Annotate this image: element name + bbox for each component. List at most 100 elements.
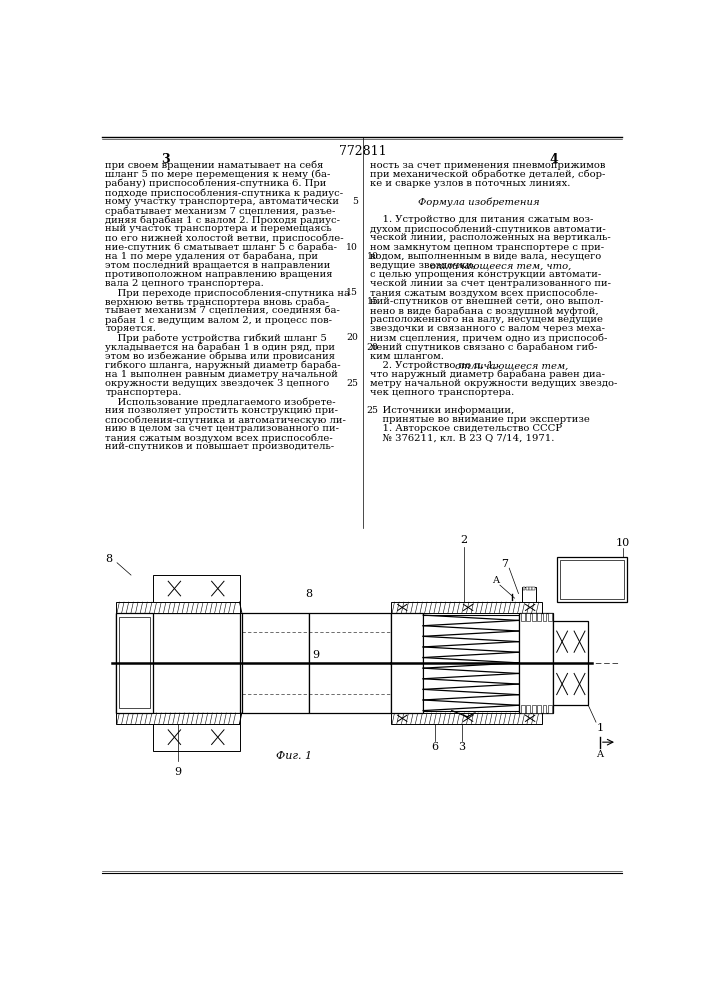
Text: лений спутников связано с барабаном гиб-: лений спутников связано с барабаном гиб- [370,343,598,352]
Text: нено в виде барабана с воздушной муфтой,: нено в виде барабана с воздушной муфтой, [370,306,600,316]
Text: 20: 20 [367,343,378,352]
Text: 1: 1 [596,723,604,733]
Text: 4: 4 [549,153,558,166]
Text: ном замкнутом цепном транспортере с при-: ном замкнутом цепном транспортере с при- [370,243,604,252]
Bar [532,587,534,590]
Text: расположенного на валу, несущем ведущие: расположенного на валу, несущем ведущие [370,315,604,324]
Text: 2: 2 [461,535,468,545]
Bar [391,602,542,613]
Text: ческой линии за счет централизованного пи-: ческой линии за счет централизованного п… [370,279,612,288]
Text: окружности ведущих звездочек 3 цепного: окружности ведущих звездочек 3 цепного [105,379,329,388]
Text: 20: 20 [346,333,358,342]
Text: 3: 3 [458,742,465,752]
Text: рабан 1 с ведущим валом 2, и процесс пов-: рабан 1 с ведущим валом 2, и процесс пов… [105,315,332,325]
Text: 15: 15 [367,297,378,306]
Text: ний-спутников и повышает производитель-: ний-спутников и повышает производитель- [105,442,334,451]
Text: 9: 9 [312,650,320,660]
Text: ческой линии, расположенных на вертикаль-: ческой линии, расположенных на вертикаль… [370,233,612,242]
Bar [309,613,391,713]
Text: При работе устройства гибкий шланг 5: При работе устройства гибкий шланг 5 [105,333,327,343]
Text: 10: 10 [616,538,630,548]
Text: тывает механизм 7 сцепления, соединяя ба-: тывает механизм 7 сцепления, соединяя ба… [105,306,340,315]
Text: отличающееся тем,: отличающееся тем, [455,361,568,370]
Text: рабану) приспособления-спутника 6. При: рабану) приспособления-спутника 6. При [105,179,327,188]
Text: транспортера.: транспортера. [105,388,182,397]
Text: 5: 5 [352,197,358,206]
Bar [554,620,588,705]
Bar [537,613,541,620]
Bar [542,613,547,620]
Bar [119,617,150,708]
Text: 772811: 772811 [339,145,387,158]
Bar [557,557,627,602]
Text: 10: 10 [367,252,378,261]
Bar [548,613,552,620]
Text: 1. Авторское свидетельство СССР: 1. Авторское свидетельство СССР [370,424,563,433]
Bar [522,587,537,602]
Text: низм сцепления, причем одно из приспособ-: низм сцепления, причем одно из приспособ… [370,333,608,343]
Text: гибкого шланга, наружный диаметр бараба-: гибкого шланга, наружный диаметр бараба- [105,361,341,370]
Text: верхнюю ветвь транспортера вновь сраба-: верхнюю ветвь транспортера вновь сраба- [105,297,329,307]
Text: 25: 25 [346,379,358,388]
Text: вала 2 цепного транспортера.: вала 2 цепного транспортера. [105,279,264,288]
Text: При переходе приспособления-спутника на: При переходе приспособления-спутника на [105,288,351,298]
Text: Источники информации,: Источники информации, [370,406,515,415]
Bar [537,705,541,713]
Bar [526,587,529,590]
Bar [532,613,535,620]
Bar [153,724,240,751]
Bar [542,705,547,713]
Text: срабатывает механизм 7 сцепления, разъе-: срабатывает механизм 7 сцепления, разъе- [105,206,336,216]
Text: диняя барабан 1 с валом 2. Проходя радиус-: диняя барабан 1 с валом 2. Проходя радиу… [105,215,341,225]
Text: водом, выполненным в виде вала, несущего: водом, выполненным в виде вала, несущего [370,252,602,261]
Text: этом во избежание обрыва или провисания: этом во избежание обрыва или провисания [105,352,335,361]
Bar [526,613,530,620]
Text: A: A [492,576,498,585]
Text: шланг 5 по мере перемещения к нему (ба-: шланг 5 по мере перемещения к нему (ба- [105,170,331,179]
Text: 10: 10 [346,243,358,252]
Bar [548,705,552,713]
Text: 1. Устройство для питания сжатым воз-: 1. Устройство для питания сжатым воз- [370,215,594,224]
Text: 15: 15 [346,288,358,297]
Bar [530,587,532,590]
Bar [521,705,525,713]
Text: Использование предлагаемого изобрете-: Использование предлагаемого изобрете- [105,397,336,407]
Text: 3: 3 [162,153,170,166]
Bar [153,575,240,602]
Text: этом последний вращается в направлении: этом последний вращается в направлении [105,261,331,270]
Text: на 1 выполнен равным диаметру начальной: на 1 выполнен равным диаметру начальной [105,370,339,379]
Text: укладывается на барабан 1 в один ряд, при: укладывается на барабан 1 в один ряд, пр… [105,343,335,352]
Bar [115,713,240,724]
Bar [115,602,240,613]
Text: отличающееся тем, что,: отличающееся тем, что, [430,261,571,270]
Text: Формула изобретения: Формула изобретения [418,197,539,207]
Text: нию в целом за счет централизованного пи-: нию в целом за счет централизованного пи… [105,424,339,433]
Bar [561,560,624,599]
Text: ведущие звездочки,: ведущие звездочки, [370,261,479,270]
Text: 9: 9 [174,767,181,777]
Text: 8: 8 [305,589,312,599]
Text: ке и сварке узлов в поточных линиях.: ке и сварке узлов в поточных линиях. [370,179,571,188]
Text: звездочки и связанного с валом через меха-: звездочки и связанного с валом через мех… [370,324,605,333]
Text: 8: 8 [106,554,113,564]
Bar [391,613,423,713]
Text: ный участок транспортера и перемещаясь: ный участок транспортера и перемещаясь [105,224,332,233]
Text: при своем вращении наматывает на себя: при своем вращении наматывает на себя [105,161,324,170]
Text: ким шлангом.: ким шлангом. [370,352,445,361]
Text: № 376211, кл. В 23 Q 7/14, 1971.: № 376211, кл. В 23 Q 7/14, 1971. [370,433,555,442]
Text: 6: 6 [431,742,438,752]
Bar [391,713,542,724]
Bar [115,613,240,713]
Text: ние-спутник 6 сматывает шланг 5 с бараба-: ние-спутник 6 сматывает шланг 5 с бараба… [105,243,337,252]
Text: ний-спутников от внешней сети, оно выпол-: ний-спутников от внешней сети, оно выпол… [370,297,604,306]
Text: духом приспособлений-спутников автомати-: духом приспособлений-спутников автомати- [370,224,606,234]
Text: ния позволяет упростить конструкцию при-: ния позволяет упростить конструкцию при- [105,406,339,415]
Text: 7: 7 [501,559,508,569]
Text: метру начальной окружности ведущих звездо-: метру начальной окружности ведущих звезд… [370,379,618,388]
Text: при механической обработке деталей, сбор-: при механической обработке деталей, сбор… [370,170,606,179]
Bar [523,587,525,590]
Bar [532,705,535,713]
Text: Фиг. 1: Фиг. 1 [276,751,312,761]
Text: что наружный диаметр барабана равен диа-: что наружный диаметр барабана равен диа- [370,370,605,379]
Bar [242,613,309,713]
